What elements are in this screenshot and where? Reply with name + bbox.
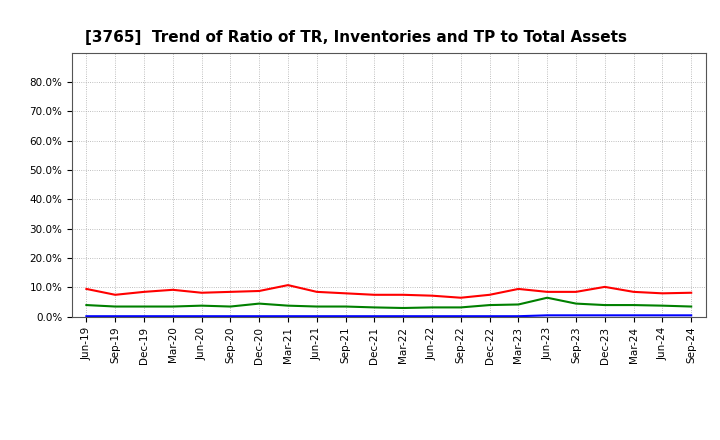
Trade Receivables [140, 289, 148, 294]
Trade Receivables [284, 282, 292, 288]
Inventories [312, 314, 321, 319]
Trade Payables [140, 304, 148, 309]
Trade Payables [514, 302, 523, 307]
Inventories [399, 314, 408, 319]
Trade Payables [255, 301, 264, 306]
Trade Receivables [255, 288, 264, 293]
Line: Inventories: Inventories [86, 315, 691, 316]
Trade Payables [572, 301, 580, 306]
Inventories [370, 314, 379, 319]
Trade Payables [370, 305, 379, 310]
Trade Receivables [629, 289, 638, 294]
Trade Receivables [485, 292, 494, 297]
Inventories [111, 314, 120, 319]
Trade Receivables [370, 292, 379, 297]
Trade Receivables [572, 289, 580, 294]
Line: Trade Receivables: Trade Receivables [86, 285, 691, 298]
Trade Receivables [399, 292, 408, 297]
Inventories [485, 314, 494, 319]
Trade Receivables [600, 284, 609, 290]
Inventories [284, 314, 292, 319]
Trade Payables [341, 304, 350, 309]
Trade Payables [82, 302, 91, 308]
Inventories [456, 314, 465, 319]
Inventories [543, 313, 552, 318]
Inventories [226, 314, 235, 319]
Trade Receivables [341, 291, 350, 296]
Trade Payables [168, 304, 177, 309]
Inventories [140, 314, 148, 319]
Inventories [658, 313, 667, 318]
Trade Receivables [428, 293, 436, 298]
Trade Receivables [226, 289, 235, 294]
Trade Receivables [312, 289, 321, 294]
Trade Payables [284, 303, 292, 308]
Trade Receivables [687, 290, 696, 295]
Inventories [629, 313, 638, 318]
Inventories [341, 314, 350, 319]
Trade Payables [687, 304, 696, 309]
Line: Trade Payables: Trade Payables [86, 298, 691, 308]
Inventories [255, 314, 264, 319]
Trade Payables [485, 302, 494, 308]
Trade Payables [111, 304, 120, 309]
Trade Payables [312, 304, 321, 309]
Trade Receivables [168, 287, 177, 293]
Inventories [168, 314, 177, 319]
Trade Payables [543, 295, 552, 301]
Trade Receivables [82, 286, 91, 292]
Inventories [197, 314, 206, 319]
Inventories [572, 313, 580, 318]
Trade Payables [197, 303, 206, 308]
Inventories [687, 313, 696, 318]
Trade Receivables [111, 292, 120, 297]
Inventories [514, 314, 523, 319]
Trade Payables [399, 305, 408, 311]
Trade Payables [456, 305, 465, 310]
Trade Payables [428, 305, 436, 310]
Trade Receivables [543, 289, 552, 294]
Trade Payables [226, 304, 235, 309]
Trade Payables [658, 303, 667, 308]
Trade Receivables [514, 286, 523, 292]
Inventories [600, 313, 609, 318]
Inventories [428, 314, 436, 319]
Trade Receivables [197, 290, 206, 295]
Inventories [82, 314, 91, 319]
Trade Payables [600, 302, 609, 308]
Text: [3765]  Trend of Ratio of TR, Inventories and TP to Total Assets: [3765] Trend of Ratio of TR, Inventories… [85, 29, 626, 45]
Trade Receivables [456, 295, 465, 301]
Trade Receivables [658, 291, 667, 296]
Trade Payables [629, 302, 638, 308]
